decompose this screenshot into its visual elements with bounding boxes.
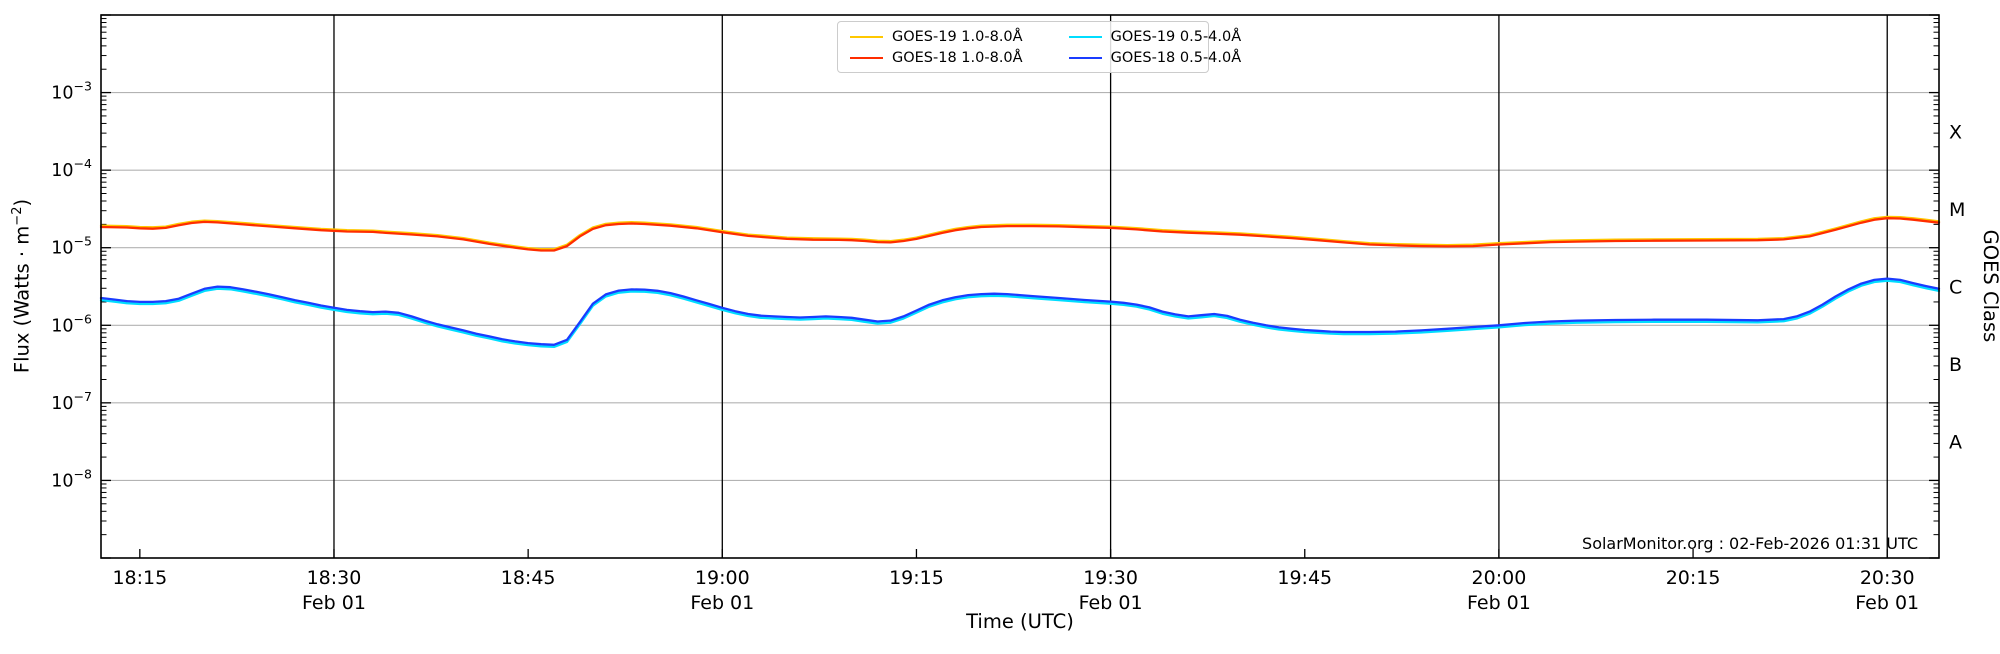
legend-line-swatch	[1068, 35, 1102, 38]
x-tick-date-label: Feb 01	[1079, 592, 1143, 614]
x-tick-date-label: Feb 01	[1855, 592, 1919, 614]
y-axis-title-left: Flux (Watts · m−2)	[10, 198, 34, 374]
plot-border	[100, 14, 1940, 559]
legend-label: GOES-18 1.0-8.0Å	[892, 49, 1023, 66]
legend-item-goes18-long: GOES-18 1.0-8.0Å	[850, 50, 1023, 66]
y-tick-label: 10−3	[51, 79, 92, 104]
flux-curve-goes-19	[99, 279, 1941, 349]
flux-curve-goes-19	[99, 215, 1941, 251]
x-tick-label: 19:00	[695, 567, 750, 589]
goes-class-label: C	[1949, 277, 1962, 299]
legend-line-swatch	[850, 56, 883, 59]
legend-label: GOES-19 0.5-4.0Å	[1110, 28, 1242, 45]
x-tick-date-label: Feb 01	[302, 592, 366, 614]
legend-line-swatch	[850, 35, 883, 38]
x-axis-title: Time (UTC)	[966, 610, 1074, 633]
legend-label: GOES-18 0.5-4.0Å	[1110, 49, 1242, 66]
x-tick-label: 18:45	[501, 567, 556, 589]
goes-class-label: M	[1949, 199, 1965, 221]
x-tick-date-label: Feb 01	[1467, 592, 1531, 614]
x-tick-label: 19:45	[1277, 567, 1332, 589]
x-tick-label: 18:30	[307, 567, 362, 589]
goes-class-label: A	[1949, 432, 1962, 454]
x-tick-label: 20:15	[1666, 567, 1721, 589]
x-tick-label: 20:30	[1860, 567, 1915, 589]
y-tick-label: 10−6	[51, 311, 92, 336]
legend-item-goes18-short: GOES-18 0.5-4.0Å	[1068, 49, 1242, 66]
x-tick-label: 19:30	[1083, 567, 1138, 589]
legend-item-goes19-short: GOES-19 0.5-4.0Å	[1068, 28, 1242, 45]
x-tick-date-label: Feb 01	[690, 592, 754, 614]
flux-curve-goes-18	[99, 277, 1941, 346]
y-tick-label: 10−7	[51, 389, 92, 414]
legend-item-goes19-long: GOES-19 1.0-8.0Å	[850, 29, 1023, 45]
y-tick-label: 10−4	[51, 156, 92, 181]
y-axis-title-right: GOES Class	[1979, 229, 2000, 343]
y-tick-label: 10−5	[51, 234, 92, 259]
x-tick-label: 19:15	[889, 567, 944, 589]
y-tick-label: 10−8	[51, 466, 92, 491]
legend-label: GOES-19 1.0-8.0Å	[892, 28, 1023, 45]
goes-class-label: X	[1949, 121, 1962, 143]
goes-class-label: B	[1949, 354, 1962, 376]
legend-line-swatch	[1068, 56, 1102, 59]
x-tick-label: 20:00	[1472, 567, 1527, 589]
flux-curve-goes-18	[99, 217, 1941, 252]
watermark-text: SolarMonitor.org : 02-Feb-2026 01:31 UTC	[1582, 534, 1918, 553]
chart-legend: GOES-19 1.0-8.0Å GOES-18 1.0-8.0Å GOES-1…	[837, 21, 1241, 73]
x-tick-label: 18:15	[112, 567, 167, 589]
